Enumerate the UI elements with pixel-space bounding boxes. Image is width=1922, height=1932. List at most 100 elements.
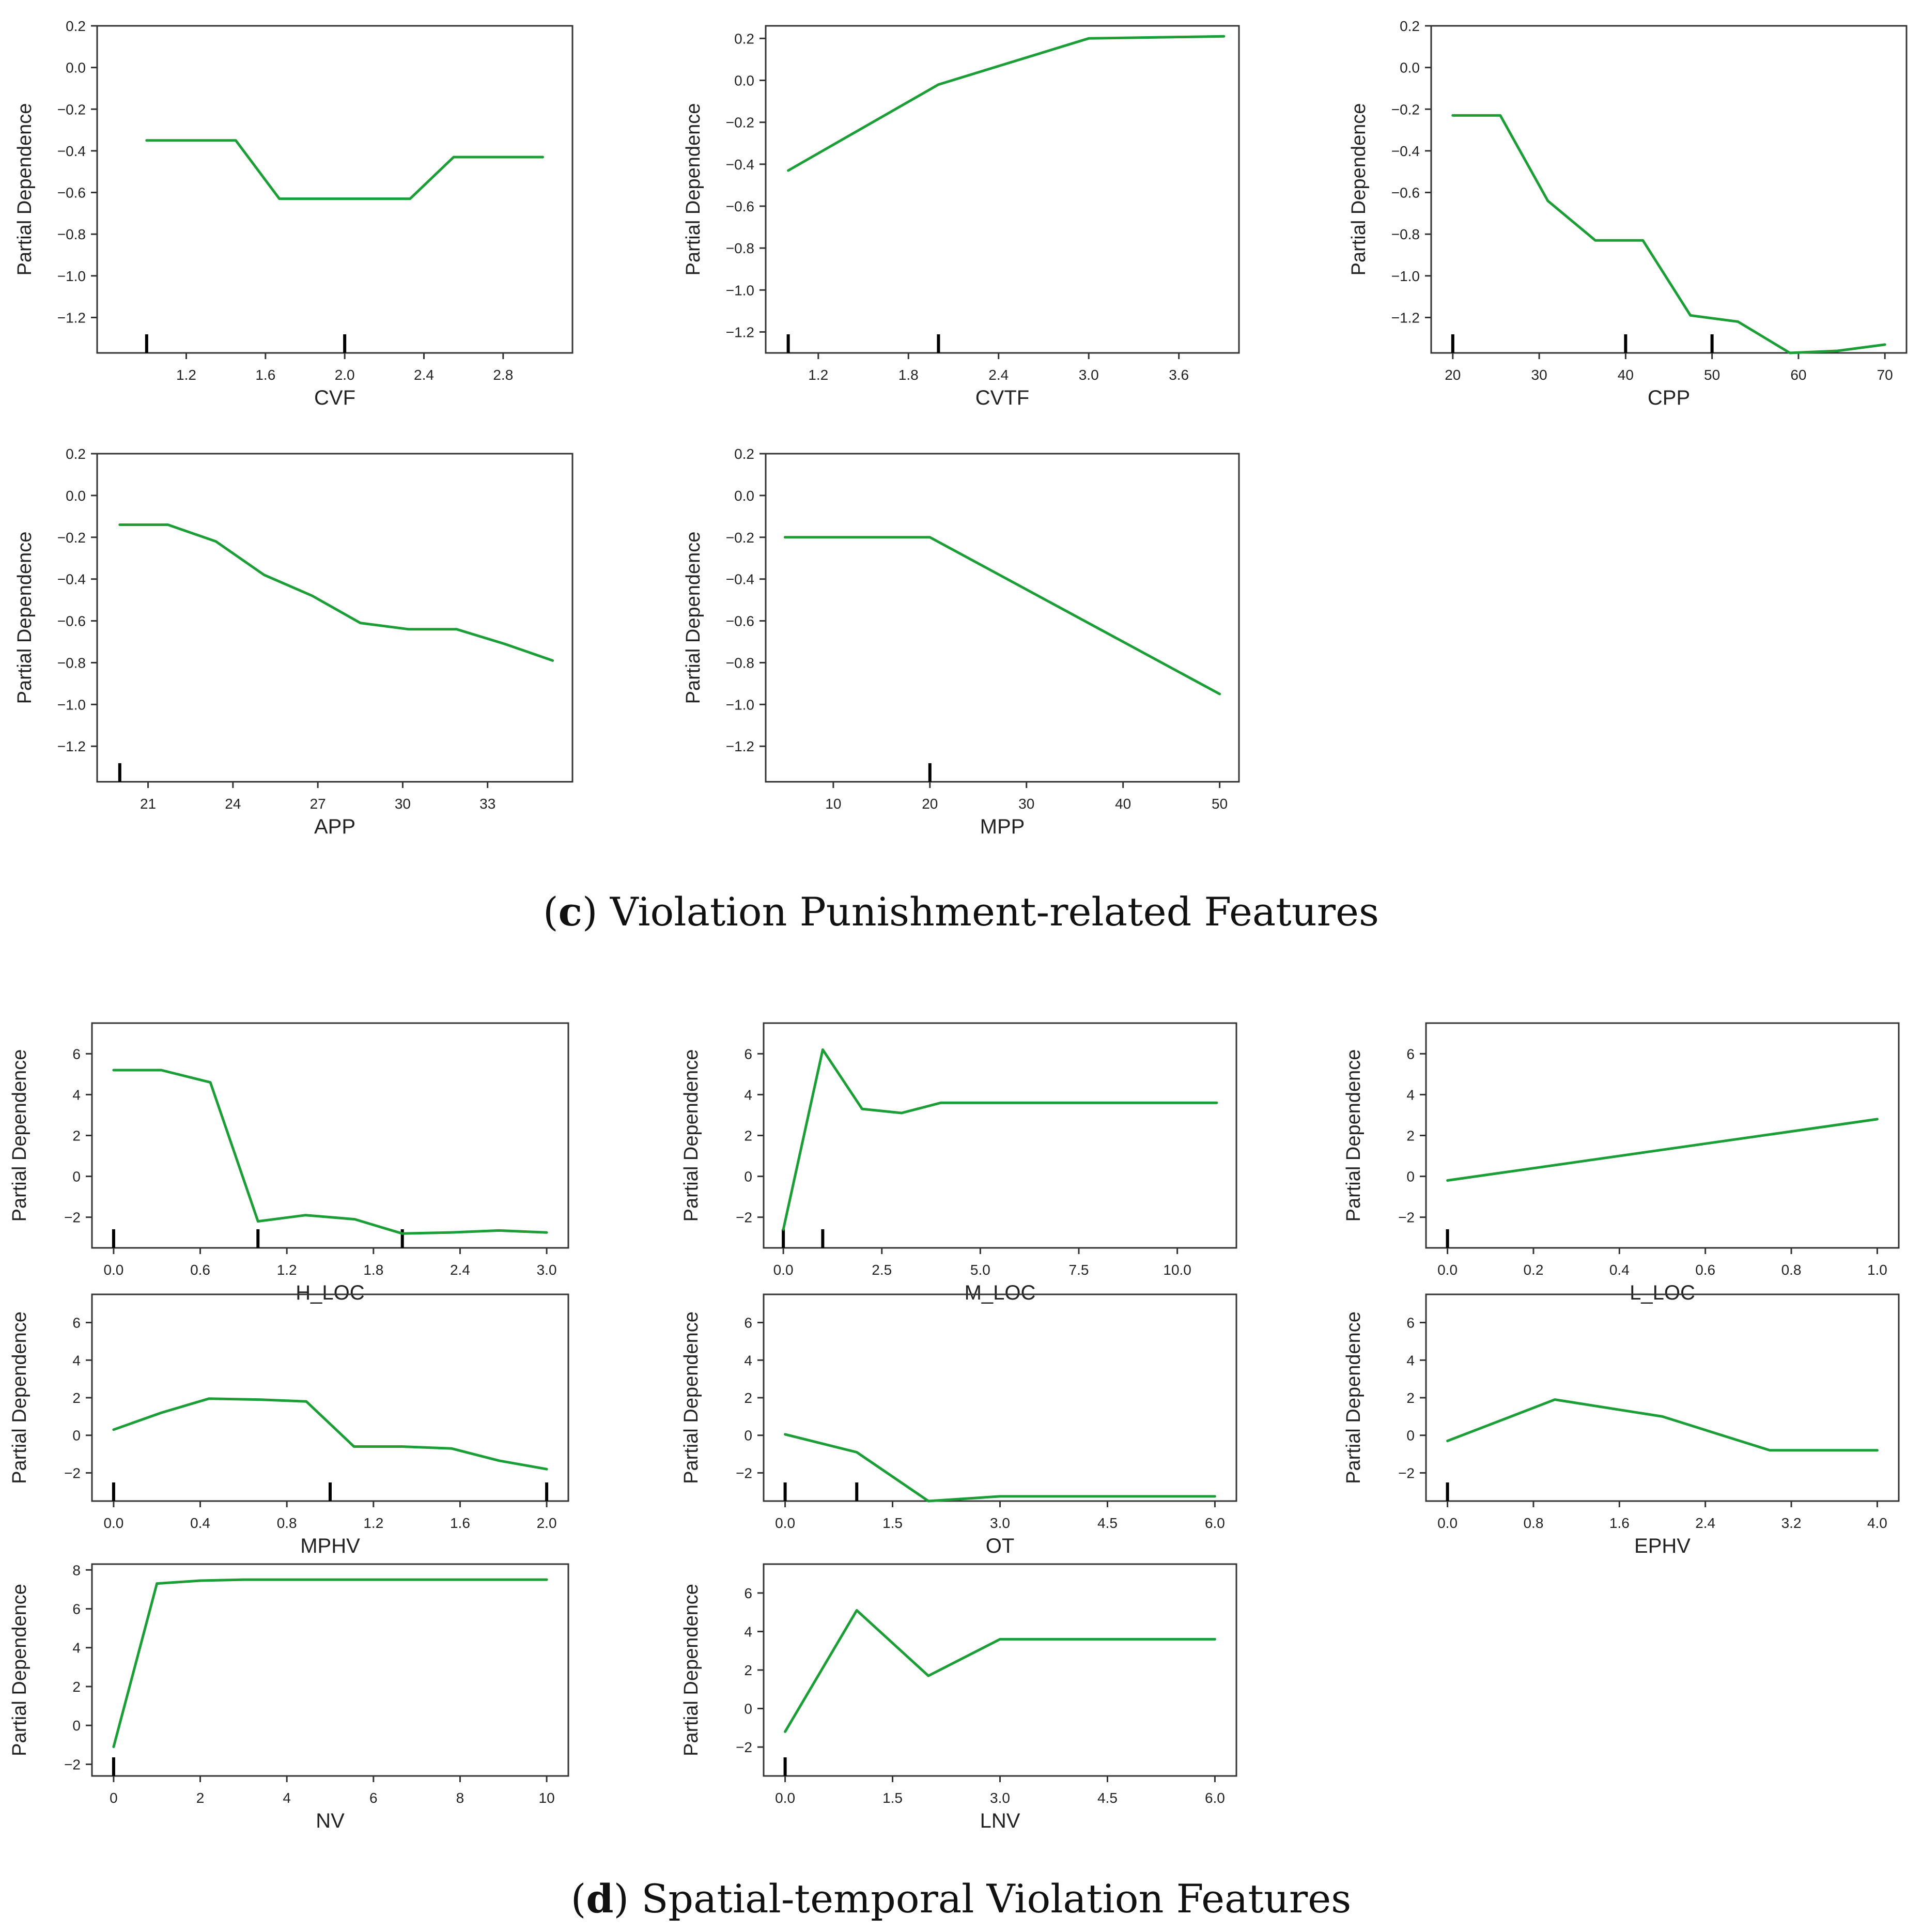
x-tick-label: 1.6 — [1609, 1515, 1630, 1531]
series-line — [784, 1609, 1216, 1733]
y-tick-label: 6 — [744, 1046, 752, 1062]
x-tick-label: 0.0 — [1437, 1515, 1458, 1531]
y-tick-label: 0.0 — [734, 488, 754, 504]
x-tick-label: 3.0 — [990, 1515, 1010, 1531]
y-tick-label: 4 — [744, 1352, 752, 1368]
caption-spatial-temporal: (d) Spatial-temporal Violation Features — [570, 1876, 1352, 1922]
x-tick-label: 1.2 — [176, 367, 196, 383]
plot-frame — [91, 1293, 569, 1502]
x-tick-label: 0.0 — [775, 1790, 795, 1806]
y-tick-label: 6 — [1406, 1046, 1415, 1062]
y-tick-label: −1.0 — [1391, 268, 1420, 284]
chart-app: 21 24 27 30 33 0.2 0.0 −0.2 −0.4 −0.6 −0.8 −1.0 −1.2… — [14, 446, 574, 838]
y-tick-label: −0.4 — [57, 143, 86, 159]
x-tick-label: 0.8 — [277, 1515, 297, 1531]
y-axis-label: Partial Dependence — [14, 103, 36, 276]
y-tick-label: −0.2 — [57, 101, 86, 117]
x-tick-label: 2 — [196, 1790, 205, 1806]
x-tick-label: 1.6 — [255, 367, 275, 383]
y-tick-label: −0.8 — [57, 655, 86, 671]
y-tick-label: 4 — [1406, 1352, 1415, 1368]
y-tick-label: 0 — [744, 1701, 752, 1717]
x-tick-label: 0.0 — [1437, 1262, 1458, 1278]
x-tick-label: 0.6 — [190, 1262, 210, 1278]
x-tick-label: 0.0 — [103, 1515, 123, 1531]
x-tick-label: 0.0 — [775, 1515, 795, 1531]
chart-cpp: 20 30 40 50 60 70 0.2 0.0 −0.2 −0.4 −0.6 −0.8 −1.0 −1… — [1348, 18, 1908, 409]
x-axis-label: OT — [986, 1535, 1015, 1557]
y-tick-label: −0.4 — [57, 571, 86, 588]
plot-frame — [763, 1022, 1237, 1249]
x-tick-label: 6.0 — [1205, 1515, 1225, 1531]
y-axis-label: Partial Dependence — [1343, 1049, 1365, 1222]
y-tick-label: 0 — [1406, 1428, 1415, 1444]
y-tick-label: 0.0 — [1400, 60, 1420, 76]
y-tick-label: −2 — [1398, 1465, 1415, 1481]
y-tick-label: 8 — [72, 1562, 81, 1578]
chart-mpp: 10 20 30 40 50 0.2 0.0 −0.2 −0.4 −0.6 −0.8 −1.0 −1.2… — [683, 446, 1240, 838]
y-tick-label: 2 — [72, 1128, 81, 1144]
x-tick-label: 3.2 — [1781, 1515, 1802, 1531]
y-axis-label: Partial Dependence — [683, 103, 704, 276]
y-tick-label: −0.2 — [726, 115, 754, 131]
y-tick-label: 0.2 — [734, 446, 754, 462]
x-tick-label: 2.4 — [1695, 1515, 1715, 1531]
x-tick-label: 30 — [395, 796, 411, 812]
x-tick-label: 7.5 — [1069, 1262, 1089, 1278]
y-tick-label: −0.2 — [57, 530, 86, 546]
x-tick-label: 1.6 — [450, 1515, 470, 1531]
series-line — [1446, 1118, 1879, 1182]
y-tick-label: −0.6 — [726, 198, 754, 214]
x-tick-label: 40 — [1115, 796, 1131, 812]
y-tick-label: 0.0 — [734, 73, 754, 89]
x-tick-label: 50 — [1212, 796, 1228, 812]
y-tick-label: 0.2 — [734, 30, 754, 47]
y-tick-label: −1.0 — [57, 268, 86, 284]
y-tick-label: 4 — [72, 1087, 81, 1103]
x-axis-label: MPP — [980, 815, 1025, 838]
y-tick-label: −0.8 — [57, 226, 86, 242]
x-tick-label: 1.5 — [882, 1515, 903, 1531]
y-tick-label: 0.2 — [1400, 18, 1420, 34]
x-axis-label: L_LOC — [1630, 1281, 1695, 1304]
x-tick-label: 10.0 — [1163, 1262, 1191, 1278]
y-tick-label: −0.4 — [1391, 143, 1420, 159]
y-axis-label: Partial Dependence — [1343, 1311, 1365, 1484]
plot-frame — [763, 1563, 1237, 1777]
y-tick-label: 6 — [72, 1315, 81, 1331]
x-tick-label: 20 — [922, 796, 938, 812]
x-tick-label: 0.0 — [103, 1262, 123, 1278]
plot-frame — [1425, 1022, 1900, 1249]
y-axis-label: Partial Dependence — [680, 1311, 702, 1484]
x-axis-label: CVF — [314, 387, 355, 409]
y-tick-label: −0.6 — [57, 185, 86, 201]
y-tick-label: −1.2 — [726, 324, 754, 340]
x-tick-label: 10 — [539, 1790, 555, 1806]
x-axis-label: APP — [314, 815, 355, 838]
x-tick-label: 4.5 — [1097, 1515, 1118, 1531]
series-line — [112, 1397, 548, 1471]
y-tick-label: −0.6 — [726, 613, 754, 629]
x-tick-label: 1.2 — [277, 1262, 297, 1278]
plot-frame — [1425, 1293, 1900, 1502]
y-tick-label: 0.0 — [66, 60, 86, 76]
x-tick-label: 4.0 — [1867, 1515, 1887, 1531]
caption-c-letter: c — [558, 889, 582, 935]
y-tick-label: 0.2 — [66, 18, 86, 34]
x-tick-label: 0.8 — [1523, 1515, 1543, 1531]
y-tick-label: −1.0 — [57, 697, 86, 713]
series-line — [787, 35, 1226, 172]
y-tick-label: 4 — [72, 1352, 81, 1368]
caption-violation-punishment: (c) Violation Punishment-related Feature… — [542, 889, 1380, 935]
caption-c-text: Violation Punishment-related Features — [610, 889, 1380, 935]
y-tick-label: −1.2 — [57, 738, 86, 754]
y-tick-label: 0.0 — [66, 488, 86, 504]
chart-cvf: 1.2 1.6 2.0 2.4 2.8 0.2 0.0 −0.2 −0.4 −0.6 −0.8 −1.… — [14, 18, 574, 409]
plot-frame — [1430, 25, 1908, 354]
series-line — [783, 536, 1221, 695]
y-tick-label: 2 — [1406, 1390, 1415, 1406]
caption-d-letter: d — [586, 1876, 614, 1922]
x-tick-label: 3.0 — [990, 1790, 1010, 1806]
x-tick-label: 30 — [1531, 367, 1547, 383]
